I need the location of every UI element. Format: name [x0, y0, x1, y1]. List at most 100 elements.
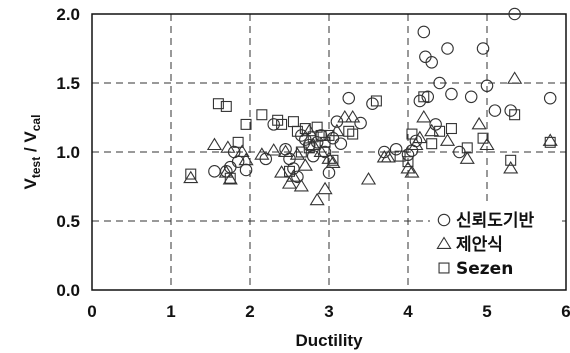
data-point-square — [327, 154, 339, 166]
data-point-circle — [409, 134, 423, 148]
data-point-square — [402, 156, 414, 168]
data-point-square — [287, 116, 299, 128]
data-point-square — [256, 109, 268, 121]
data-point-triangle — [439, 133, 456, 146]
data-point-square — [418, 91, 430, 103]
series-triangle — [183, 71, 558, 206]
data-point-triangle — [317, 181, 333, 195]
y-axis-label: Vtest / Vcal — [21, 115, 43, 190]
data-point-square — [544, 136, 556, 148]
data-point-circle — [508, 7, 521, 21]
data-point-square — [272, 114, 284, 126]
data-point-triangle — [277, 144, 294, 157]
data-point-triangle — [416, 109, 432, 123]
data-point-triangle — [408, 137, 424, 151]
data-point-triangle — [254, 147, 270, 160]
data-point-triangle — [206, 137, 223, 151]
data-point-circle — [433, 76, 446, 90]
data-point-square — [299, 123, 311, 135]
y-tick-label: 0.5 — [56, 212, 80, 231]
data-point-square — [370, 95, 382, 107]
data-point-square — [394, 150, 406, 162]
data-point-circle — [401, 148, 415, 162]
data-point-circle — [480, 79, 494, 93]
data-point-square — [323, 129, 335, 141]
y-tick-label: 1.5 — [56, 74, 80, 93]
data-point-triangle — [266, 143, 282, 156]
data-point-square — [240, 118, 252, 130]
data-point-square — [276, 118, 288, 130]
x-tick-label: 0 — [87, 302, 96, 321]
y-axis-label-sub2: cal — [29, 115, 43, 132]
data-point-square — [505, 154, 517, 166]
data-point-triangle — [459, 151, 475, 164]
data-point-circle — [445, 87, 458, 101]
data-point-square — [220, 100, 232, 112]
data-point-triangle — [222, 172, 238, 185]
data-point-triangle — [507, 71, 523, 84]
series-square — [185, 91, 556, 184]
y-axis-label-mid: / V — [21, 131, 40, 157]
series-circle — [208, 7, 557, 184]
data-point-triangle — [542, 133, 558, 146]
data-point-circle — [267, 118, 280, 131]
data-point-triangle — [479, 137, 495, 151]
data-point-square — [303, 142, 315, 154]
y-axis-label-sub1: test — [29, 157, 43, 178]
data-point-triangle — [345, 109, 361, 123]
data-point-square — [509, 109, 521, 121]
data-point-triangle — [281, 176, 298, 189]
x-tick-label: 4 — [403, 302, 413, 321]
y-tick-labels: 0.0 0.5 1.0 1.5 2.0 — [56, 5, 80, 300]
legend-label-square: Sezen — [456, 259, 513, 279]
data-point-triangle — [297, 158, 313, 171]
legend-box — [430, 206, 562, 286]
x-tick-label: 5 — [482, 302, 491, 321]
data-point-circle — [464, 90, 478, 104]
data-point-square — [434, 125, 446, 137]
y-tick-label: 0.0 — [56, 281, 80, 300]
data-point-square — [445, 123, 457, 135]
y-axis-label-main1: V — [21, 177, 40, 189]
plot-frame — [91, 13, 567, 291]
data-point-square — [477, 132, 489, 144]
x-tick-labels: 0 1 2 3 4 5 6 — [87, 302, 570, 321]
x-tick-label: 2 — [245, 302, 254, 321]
data-point-circle — [334, 137, 348, 150]
data-point-square — [291, 125, 303, 137]
data-point-square — [311, 121, 323, 133]
legend-marker-square — [438, 262, 450, 274]
data-point-circle — [453, 145, 466, 159]
data-point-triangle — [380, 149, 396, 163]
y-tick-label: 1.0 — [56, 143, 80, 162]
data-point-square — [347, 128, 359, 140]
legend-label-triangle: 제안식 — [456, 235, 503, 255]
data-point-triangle — [238, 152, 254, 166]
data-point-square — [224, 172, 236, 184]
data-point-triangle — [218, 165, 234, 178]
data-point-triangle — [289, 147, 305, 160]
data-point-square — [461, 142, 473, 154]
data-point-circle — [476, 42, 490, 55]
data-point-triangle — [293, 178, 309, 192]
legend-label-circle: 신뢰도기반 — [456, 211, 535, 231]
data-point-circle — [441, 42, 454, 55]
x-tick-label: 6 — [561, 302, 570, 321]
data-point-circle — [504, 104, 517, 117]
data-point-square — [343, 125, 355, 137]
data-point-square — [212, 98, 224, 110]
data-point-triangle — [471, 116, 487, 130]
legend-marker-circle — [437, 213, 451, 227]
data-point-triangle — [503, 161, 519, 174]
data-point-square — [319, 136, 331, 148]
data-point-circle — [239, 163, 253, 177]
data-point-circle — [354, 116, 367, 130]
data-point-square — [295, 146, 307, 158]
data-point-circle — [543, 91, 557, 105]
data-point-circle — [291, 170, 304, 184]
y-tick-label: 2.0 — [56, 5, 80, 24]
data-point-circle — [366, 97, 379, 110]
data-point-triangle — [313, 144, 329, 157]
